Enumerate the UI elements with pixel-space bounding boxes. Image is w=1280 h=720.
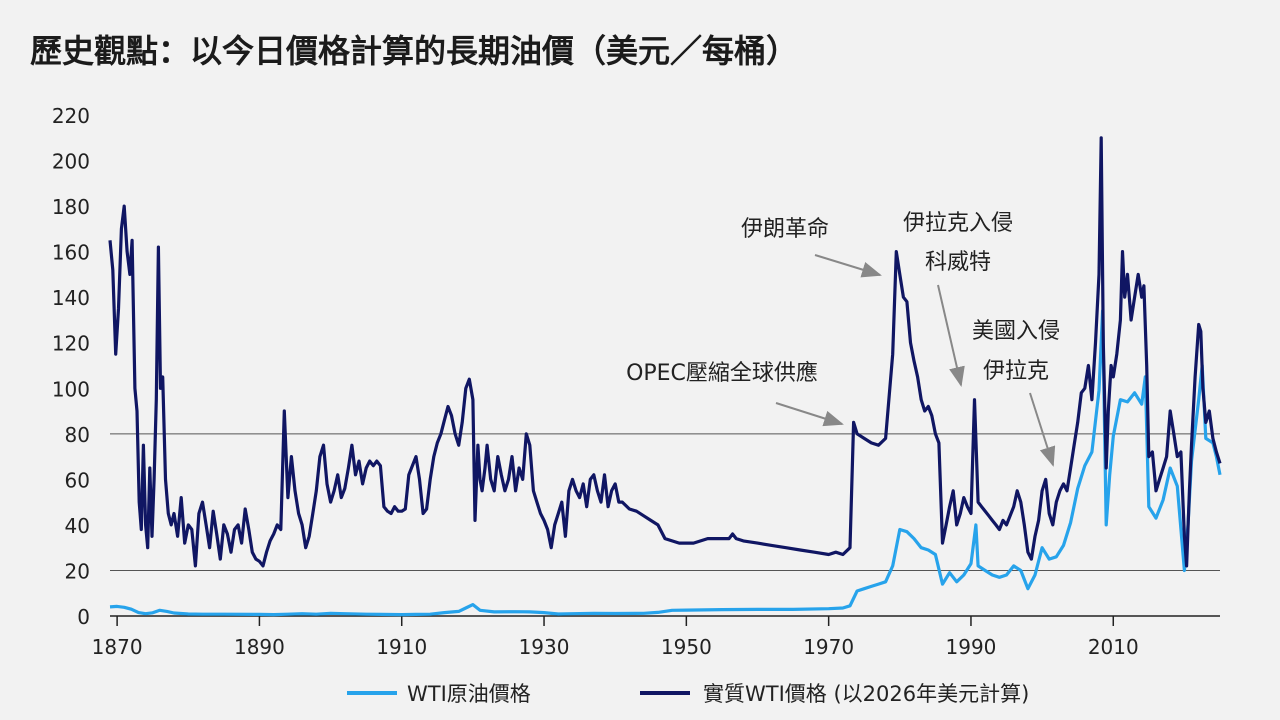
y-tick-label: 80 — [65, 423, 90, 447]
legend-label: 實質WTI價格 (以2026年美元計算) — [703, 682, 1029, 706]
x-tick-label: 1870 — [92, 635, 143, 659]
legend-label: WTI原油價格 — [407, 682, 531, 706]
y-tick-label: 180 — [52, 195, 90, 219]
annotation-arrow — [937, 284, 965, 387]
x-tick-label: 1990 — [946, 635, 997, 659]
x-tick-label: 1930 — [519, 635, 570, 659]
y-tick-label: 60 — [65, 468, 90, 492]
chart-title: 歷史觀點：以今日價格計算的長期油價（美元／每桶） — [30, 32, 799, 70]
y-tick-label: 0 — [77, 605, 90, 629]
annotation-label: 科威特 — [925, 250, 991, 275]
y-axis-ticks: 0 20 40 60 80 100 120 140 160 180 200 220 — [52, 104, 90, 629]
x-tick-label: 1970 — [803, 635, 854, 659]
annotation-label: 伊拉克入侵 — [903, 211, 1013, 236]
annotation-label: 美國入侵 — [972, 319, 1060, 344]
x-tick-label: 1950 — [661, 635, 712, 659]
y-tick-label: 20 — [65, 559, 90, 583]
series-line-real-wti — [108, 136, 1222, 568]
annotation-arrow — [1029, 392, 1056, 467]
y-tick-label: 200 — [52, 150, 90, 174]
annotation-arrow — [814, 254, 882, 278]
y-tick-label: 120 — [52, 332, 90, 356]
y-tick-label: 40 — [65, 514, 90, 538]
y-tick-label: 140 — [52, 286, 90, 310]
annotation-label: OPEC壓縮全球供應 — [626, 360, 818, 386]
x-tick-label: 1910 — [376, 635, 427, 659]
x-tick-label: 2010 — [1088, 635, 1139, 659]
annotation-label: 伊拉克 — [983, 359, 1049, 384]
annotation-arrow — [775, 402, 844, 427]
x-tick-label: 1890 — [234, 635, 285, 659]
series-lines — [108, 136, 1222, 617]
legend: WTI原油價格 實質WTI價格 (以2026年美元計算) — [347, 682, 1029, 706]
x-axis-ticks: 1870 1890 1910 1930 1950 1970 1990 2010 — [92, 616, 1139, 659]
y-tick-label: 160 — [52, 241, 90, 265]
series-line-wti — [109, 309, 1222, 617]
y-tick-label: 220 — [52, 104, 90, 128]
y-tick-label: 100 — [52, 377, 90, 401]
annotation-label: 伊朗革命 — [741, 217, 829, 242]
